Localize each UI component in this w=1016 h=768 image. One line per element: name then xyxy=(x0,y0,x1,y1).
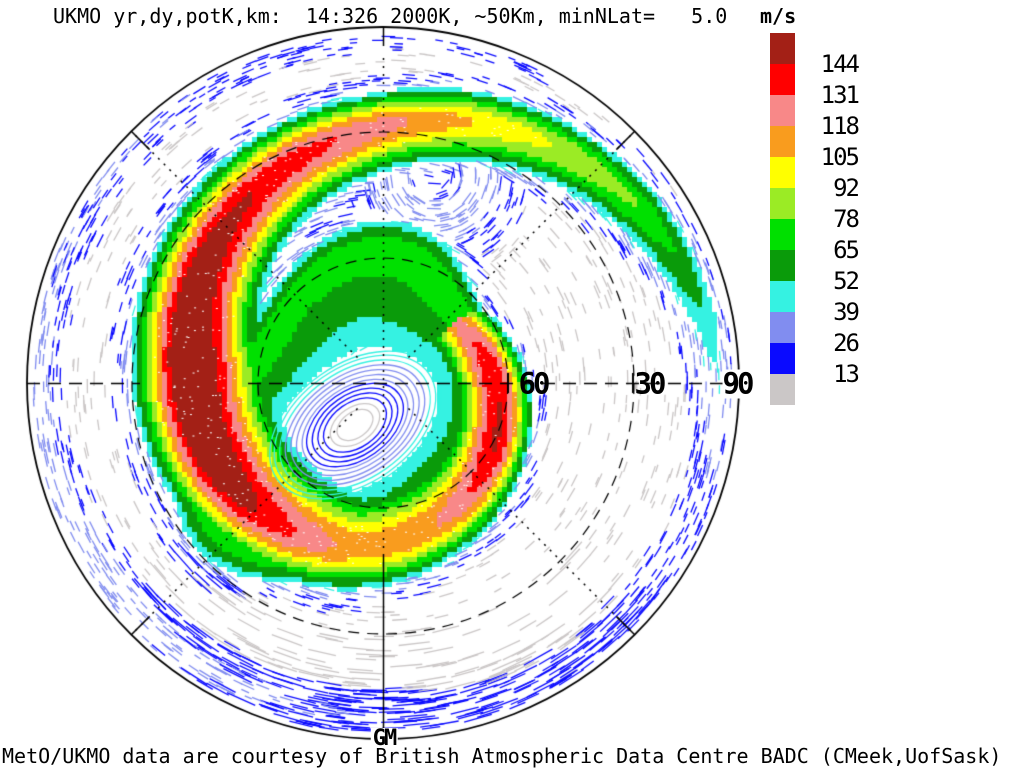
colorbar-units-label: m/s xyxy=(760,4,797,28)
colorbar-tick-label: 105 xyxy=(820,143,860,171)
colorbar-swatch xyxy=(770,157,795,188)
colorbar-swatch xyxy=(770,312,795,343)
colorbar-swatch xyxy=(770,219,795,250)
colorbar-swatch xyxy=(770,33,795,64)
colorbar-swatch xyxy=(770,126,795,157)
colorbar-swatch xyxy=(770,374,795,405)
colorbar-swatch xyxy=(770,188,795,219)
colorbar-swatch xyxy=(770,64,795,95)
colorbar-tick-label: 78 xyxy=(833,205,860,233)
colorbar-tick-label: 39 xyxy=(833,298,860,326)
colorbar-tick-label: 144 xyxy=(820,50,860,78)
map-label-lat-30: 30 xyxy=(634,366,667,401)
colorbar-tick-label: 26 xyxy=(833,329,860,357)
colorbar-swatch xyxy=(770,250,795,281)
colorbar-tick-label: 13 xyxy=(833,360,860,388)
colorbar-tick-label: 118 xyxy=(820,112,860,140)
colorbar-swatch xyxy=(770,95,795,126)
colorbar-tick-label: 65 xyxy=(833,236,860,264)
colorbar-swatch xyxy=(770,343,795,374)
colorbar-tick-label: 131 xyxy=(820,81,860,109)
colorbar-swatch xyxy=(770,281,795,312)
polar-contour-map xyxy=(0,0,768,768)
page-title: UKMO yr,dy,potK,km: 14:326 2000K, ~50Km,… xyxy=(53,4,728,28)
colorbar-tick-label: 92 xyxy=(833,174,860,202)
credit-caption: MetO/UKMO data are courtesy of British A… xyxy=(2,744,1002,768)
map-label-lon-90: 90 xyxy=(722,366,754,401)
map-label-lat-60: 60 xyxy=(518,366,551,401)
map-label-lon-gm: GM xyxy=(370,726,398,751)
colorbar-tick-label: 52 xyxy=(833,267,860,295)
